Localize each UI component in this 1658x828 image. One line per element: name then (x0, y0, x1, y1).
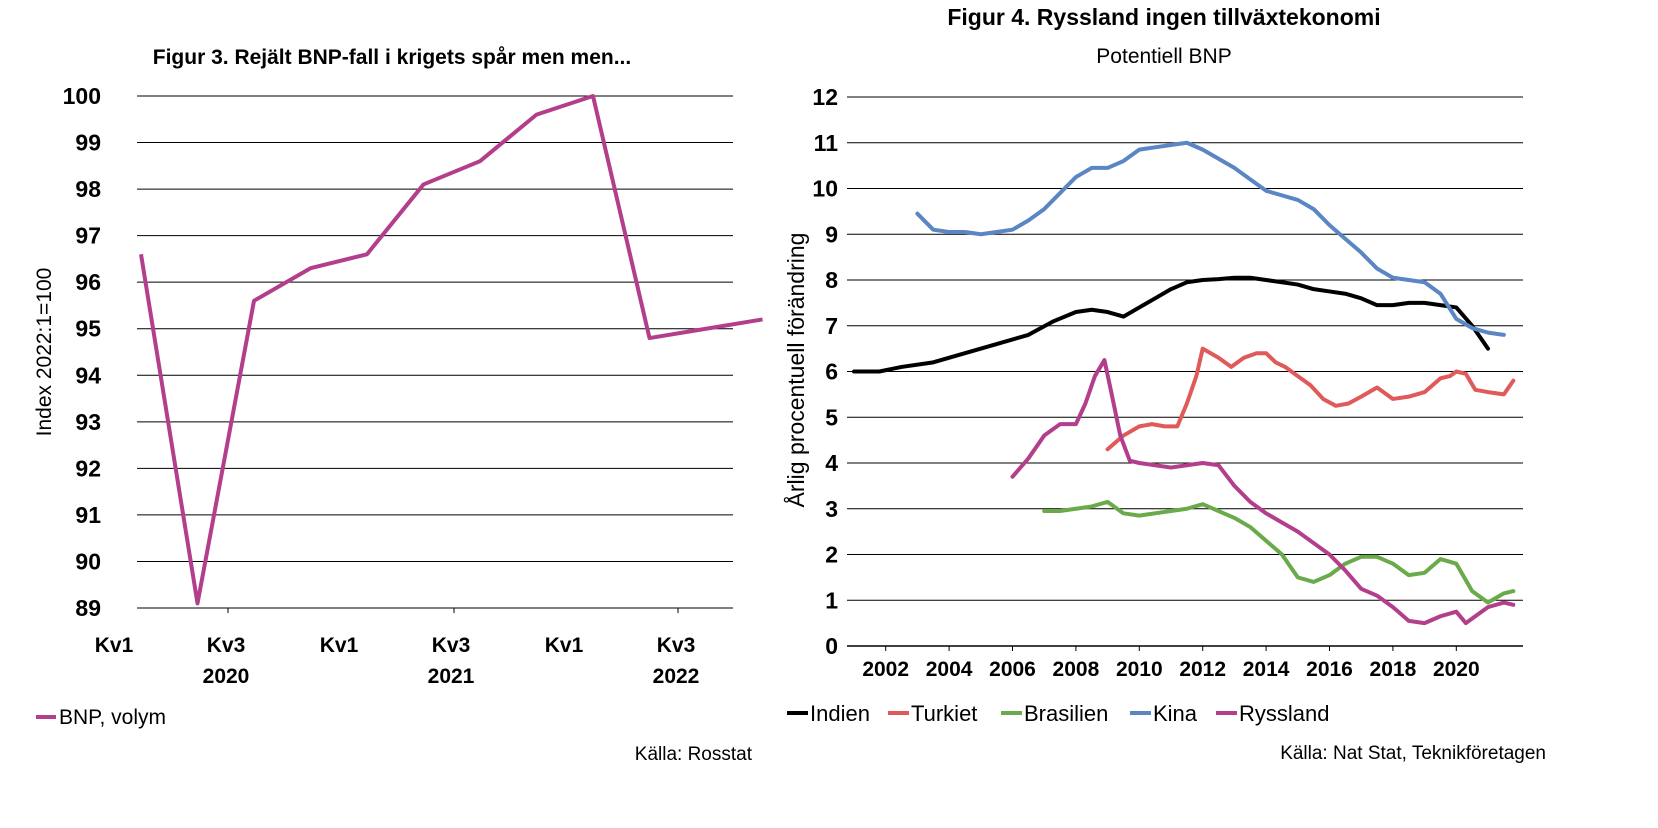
chart2-legend-label: Ryssland (1239, 701, 1329, 726)
chart1-ytick-label: 97 (75, 223, 101, 249)
chart2-xtick-label: 2016 (1306, 658, 1353, 681)
chart2-ytick-label: 1 (825, 587, 838, 613)
chart1-xtick-label: Kv3 (657, 634, 696, 657)
chart1-ytick-label: 91 (75, 502, 101, 528)
chart2-ytick-label: 9 (825, 221, 838, 247)
chart1-y-axis-label: Index 2022:1=100 (33, 268, 56, 437)
chart2-ytick-label: 10 (812, 176, 838, 202)
chart1-ytick-label: 90 (75, 548, 101, 574)
chart1-year-label: 2020 (203, 665, 250, 688)
chart1-source: Källa: Rosstat (635, 744, 753, 765)
chart2-xtick-label: 2006 (989, 658, 1036, 681)
chart1-ytick-label: 99 (75, 130, 101, 156)
chart2-xtick-label: 2010 (1116, 658, 1163, 681)
chart2-xtick-label: 2014 (1243, 658, 1290, 681)
chart1-year-label: 2022 (653, 665, 700, 688)
chart2-y-axis-label: Årlig procentuell förändring (782, 233, 809, 508)
chart1-ytick-label: 95 (75, 316, 101, 342)
chart1-ytick-label: 93 (75, 409, 101, 435)
chart1-xtick-label: Kv3 (432, 634, 471, 657)
chart1-xtick-label: Kv1 (320, 634, 359, 657)
chart1-legend-label: BNP, volym (59, 706, 166, 729)
chart2-source: Källa: Nat Stat, Teknikföretagen (1280, 743, 1546, 764)
chart1-ytick-label: 92 (75, 455, 101, 481)
chart2-legend-label: Turkiet (911, 701, 977, 726)
chart2-ytick-label: 11 (814, 130, 839, 156)
chart2-series-line-brasilien (1042, 499, 1516, 605)
chart2-legend-label: Indien (810, 701, 870, 726)
chart2-series-line-kina (915, 140, 1506, 337)
chart2-ytick-label: 2 (825, 542, 838, 568)
chart1-year-label: 2021 (428, 665, 475, 688)
chart1-xtick-label: Kv3 (207, 634, 246, 657)
chart2-xtick-label: 2002 (862, 658, 909, 681)
chart2-ytick-label: 5 (825, 404, 838, 430)
chart2-xtick-label: 2020 (1433, 658, 1480, 681)
chart2-series-line-ryssland (1010, 358, 1516, 626)
chart2-xtick-label: 2018 (1370, 658, 1417, 681)
chart1-xtick-label: Kv1 (95, 634, 134, 657)
chart1-xtick-label: Kv1 (545, 634, 584, 657)
chart2-ytick-label: 4 (825, 450, 838, 476)
chart2-xtick-label: 2012 (1179, 658, 1226, 681)
chart2-ytick-label: 7 (825, 313, 838, 339)
chart2-ytick-label: 8 (825, 267, 838, 293)
chart2-ytick-label: 12 (812, 84, 838, 110)
chart2-ytick-label: 3 (825, 496, 838, 522)
chart1-title: Figur 3. Rejält BNP-fall i krigets spår … (153, 46, 631, 69)
chart1-ytick-label: 94 (75, 362, 101, 388)
chart2-legend-label: Kina (1153, 701, 1198, 726)
chart2-ytick-label: 6 (825, 359, 838, 385)
chart2-series-line-indien (852, 275, 1490, 374)
chart2-ytick-label: 0 (825, 633, 838, 659)
chart1-ytick-label: 89 (75, 595, 101, 621)
chart1-series-line-bnp (139, 94, 763, 606)
chart2-legend-label: Brasilien (1024, 701, 1108, 726)
chart2-xtick-label: 2004 (926, 658, 973, 681)
chart1-ytick-label: 96 (75, 269, 101, 295)
chart2-xtick-label: 2008 (1053, 658, 1100, 681)
chart2-subtitle: Potentiell BNP (1096, 45, 1231, 68)
chart2-series-line-turkiet (1105, 346, 1516, 452)
chart2-title: Figur 4. Ryssland ingen tillväxtekonomi (947, 4, 1380, 30)
chart1-ytick-label: 100 (63, 83, 101, 109)
chart1-ytick-label: 98 (75, 176, 101, 202)
